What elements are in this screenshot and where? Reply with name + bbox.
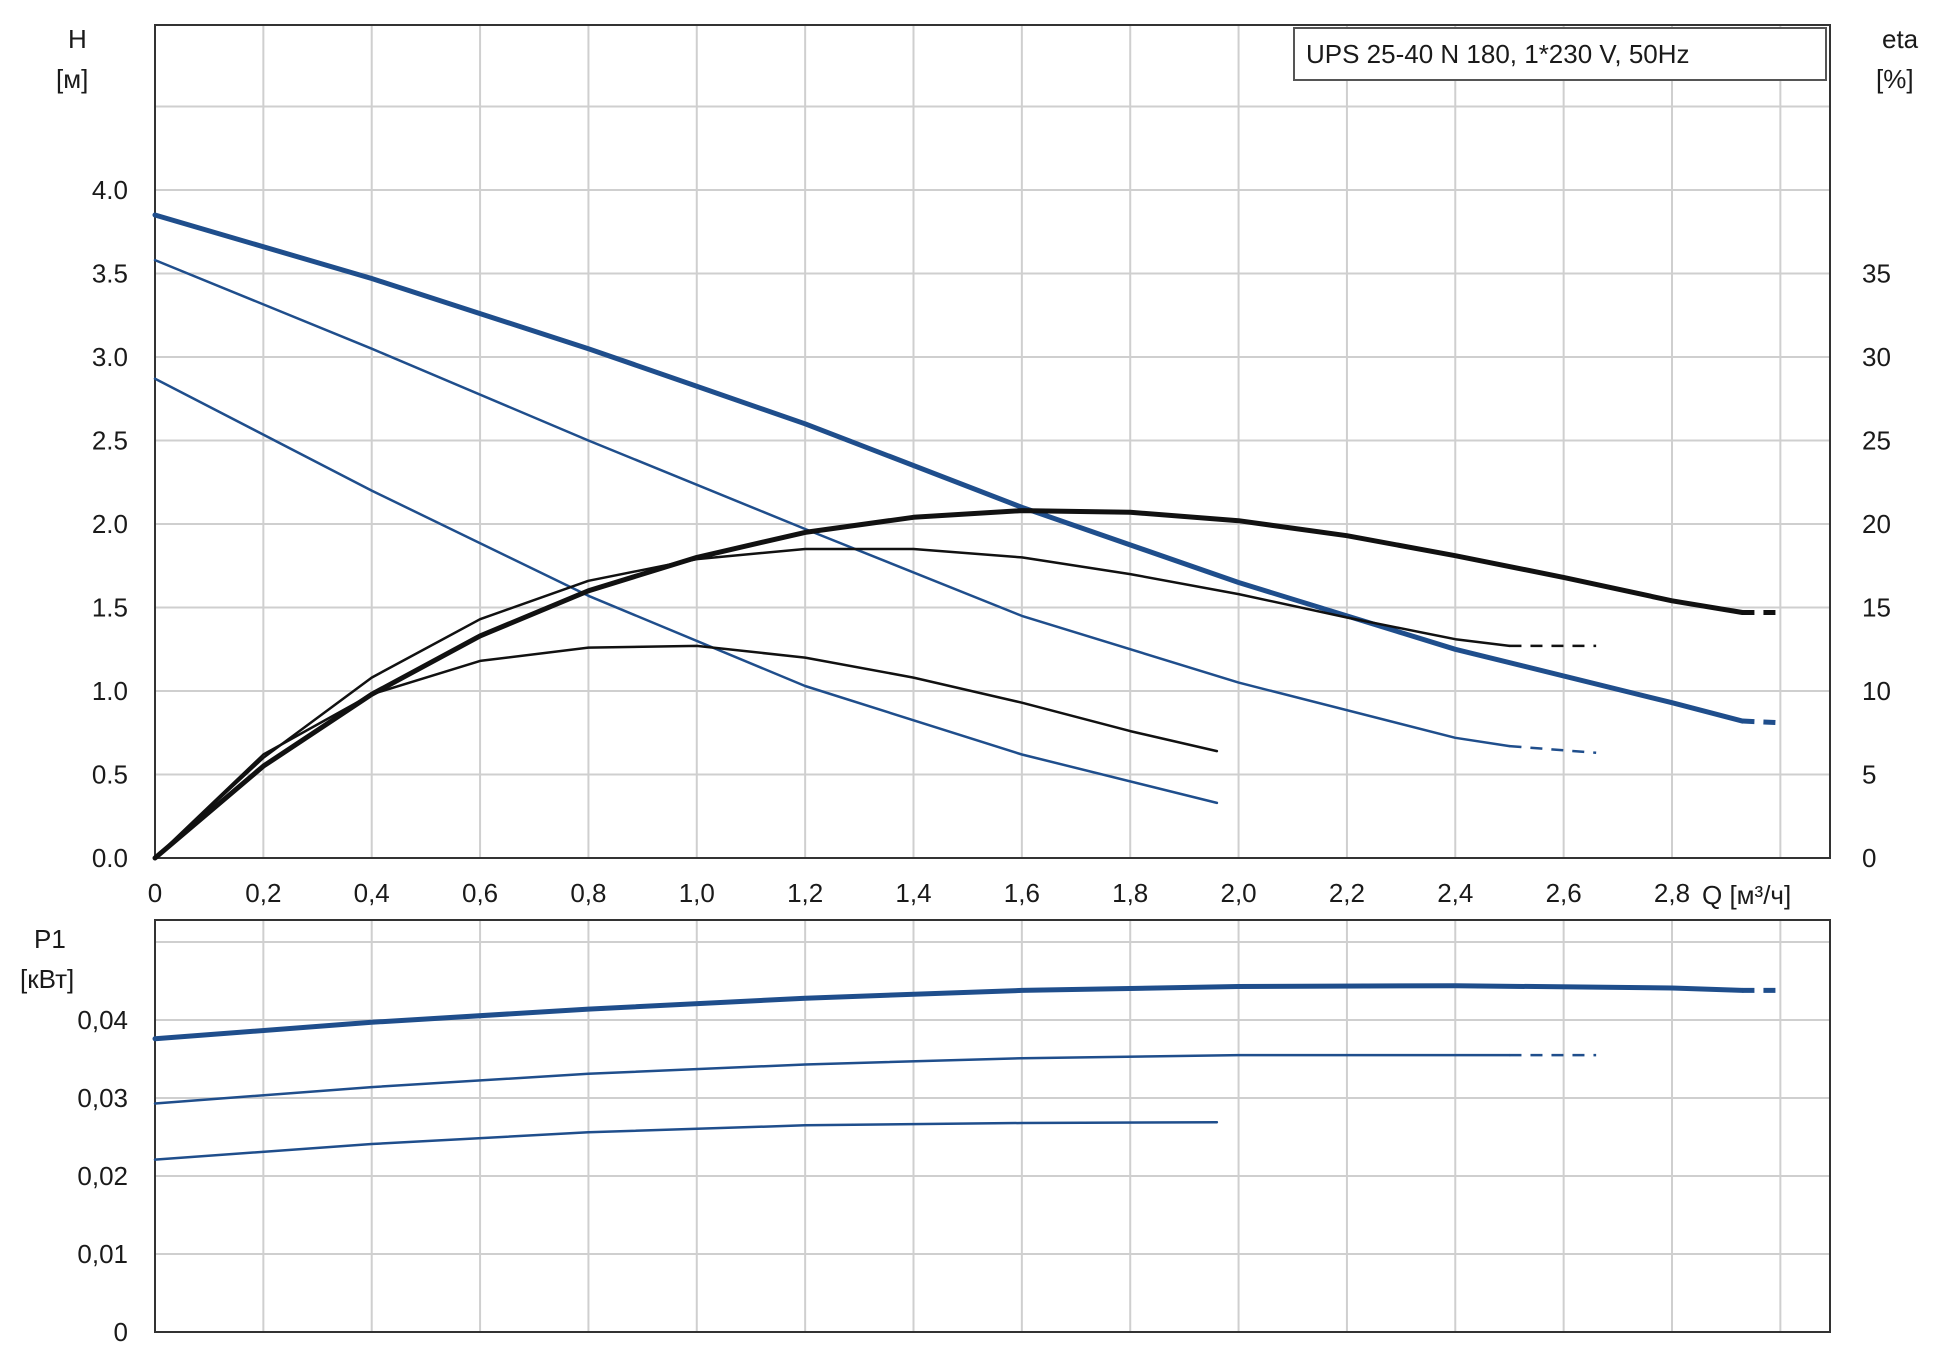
head-panel-frame [154, 24, 1831, 859]
grid-layer [155, 25, 1830, 1332]
h-tick-label: 0.5 [92, 760, 128, 790]
eta-axis-title: eta [1882, 24, 1919, 54]
efficiency-curve [153, 547, 1511, 860]
head-curve [153, 377, 1219, 805]
q-tick-label: 1,4 [895, 878, 931, 908]
q-tick-label: 0,2 [245, 878, 281, 908]
q-tick-label: 0,4 [354, 878, 390, 908]
p1-tick-label: 0,01 [77, 1239, 128, 1269]
q-tick-label: 2,8 [1654, 878, 1690, 908]
power-curve [152, 983, 1745, 1042]
h-tick-label: 4.0 [92, 175, 128, 205]
head-curve [153, 258, 1511, 748]
p1-axis-title: P1 [34, 924, 66, 954]
eta-tick-label: 35 [1862, 259, 1891, 289]
q-tick-label: 1,0 [679, 878, 715, 908]
power-curve [153, 1053, 1511, 1105]
h-tick-label: 3.0 [92, 342, 128, 372]
head-curve-extension [1509, 744, 1597, 755]
efficiency-curve [153, 644, 1219, 860]
q-axis-title: Q [м³/ч] [1702, 880, 1791, 910]
eta-tick-label: 15 [1862, 593, 1891, 623]
h-axis-unit: [м] [56, 64, 88, 94]
h-tick-label: 0.0 [92, 843, 128, 873]
h-tick-label: 2.5 [92, 426, 128, 456]
q-tick-label: 0,6 [462, 878, 498, 908]
model-label: UPS 25-40 N 180, 1*230 V, 50Hz [1306, 39, 1690, 69]
eta-tick-label: 25 [1862, 426, 1891, 456]
axes-layer [154, 24, 1831, 1333]
eta-tick-label: 30 [1862, 342, 1891, 372]
q-tick-label: 2,0 [1220, 878, 1256, 908]
h-tick-label: 1.5 [92, 593, 128, 623]
q-tick-label: 1,8 [1112, 878, 1148, 908]
efficiency-curve [152, 508, 1745, 861]
head-curve-extension [1742, 718, 1781, 726]
series-layer [152, 212, 1781, 1161]
p1-tick-label: 0,04 [77, 1005, 128, 1035]
label-layer: 0.0 0.5 1.0 1.5 2.0 2.5 3.0 3.5 4.0 0 5 10 15 20 25 30 3… [77, 175, 1891, 1347]
q-tick-label: 2,6 [1546, 878, 1582, 908]
eta-tick-label: 20 [1862, 509, 1891, 539]
h-tick-label: 3.5 [92, 259, 128, 289]
q-tick-label: 1,2 [787, 878, 823, 908]
q-tick-label: 1,6 [1004, 878, 1040, 908]
eta-tick-label: 0 [1862, 843, 1876, 873]
h-axis-title: H [68, 24, 87, 54]
head-curve [152, 212, 1745, 724]
eta-tick-label: 5 [1862, 760, 1876, 790]
eta-tick-label: 10 [1862, 676, 1891, 706]
eta-axis-unit: [%] [1876, 64, 1914, 94]
h-tick-label: 1.0 [92, 676, 128, 706]
p1-tick-label: 0,02 [77, 1161, 128, 1191]
p1-tick-label: 0,03 [77, 1083, 128, 1113]
h-tick-label: 2.0 [92, 509, 128, 539]
q-tick-label: 2,4 [1437, 878, 1473, 908]
q-tick-label: 0 [148, 878, 162, 908]
model-label-box [1293, 27, 1827, 81]
p1-axis-unit: [кВт] [20, 964, 74, 994]
p1-tick-label: 0 [114, 1317, 128, 1347]
q-tick-label: 2,2 [1329, 878, 1365, 908]
power-curve [153, 1120, 1219, 1161]
q-tick-label: 0,8 [570, 878, 606, 908]
power-panel-frame [154, 919, 1831, 1333]
